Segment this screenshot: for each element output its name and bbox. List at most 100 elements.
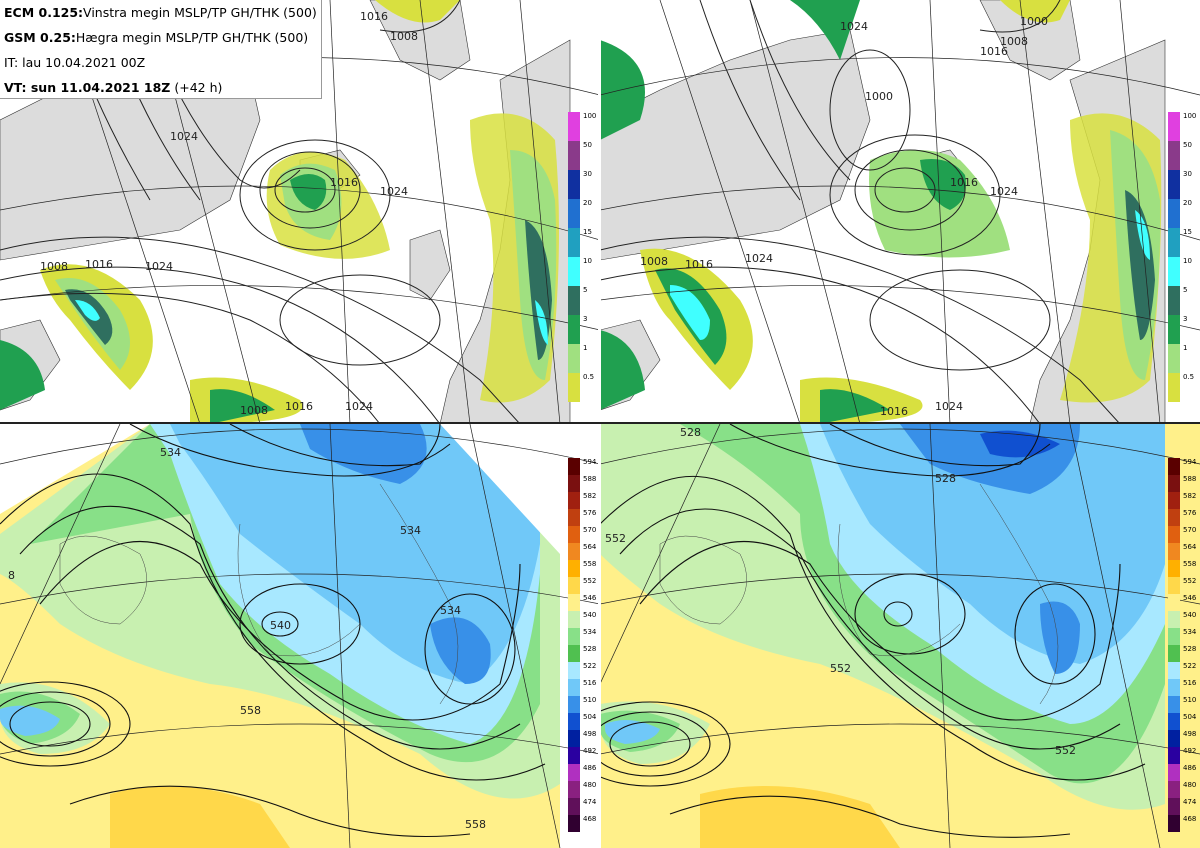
- svg-text:534: 534: [400, 524, 421, 537]
- coastline-icon: [659, 483, 1059, 705]
- legend-label: 528: [583, 645, 597, 653]
- legend-swatch: [568, 781, 580, 798]
- graticule-icon: [0, 424, 600, 848]
- legend-label: 20: [1183, 199, 1192, 207]
- panel-gsm-thk: 528 528 552 552 552 594 588 582 576 570 564 55…: [600, 424, 1200, 848]
- legend-swatch: [1168, 815, 1180, 832]
- height-contours: [0, 424, 546, 837]
- legend-swatch: [568, 747, 580, 764]
- legend-swatch: [1168, 257, 1180, 286]
- svg-text:558: 558: [240, 704, 261, 717]
- legend-swatch: [568, 509, 580, 526]
- graticule-icon: [600, 0, 1200, 424]
- legend-label: 498: [583, 730, 597, 738]
- svg-text:1016: 1016: [950, 176, 978, 189]
- legend-swatch: [1168, 141, 1180, 170]
- svg-text:1024: 1024: [745, 252, 773, 265]
- legend-label: 100: [1183, 112, 1197, 120]
- legend-label: 480: [583, 781, 597, 789]
- legend-label: 576: [583, 509, 597, 517]
- svg-text:1024: 1024: [170, 130, 198, 143]
- legend-label: 522: [1183, 662, 1197, 670]
- legend-label: 30: [583, 170, 592, 178]
- panel-gsm-mslp: 1016 1000 1008 1024 1016 1024 1008 1016 …: [600, 0, 1200, 424]
- svg-text:552: 552: [1055, 744, 1076, 757]
- svg-text:1024: 1024: [990, 185, 1018, 198]
- legend-swatch: [568, 199, 580, 228]
- legend-label: 50: [1183, 141, 1192, 149]
- svg-text:1008: 1008: [240, 404, 268, 417]
- svg-text:1016: 1016: [330, 176, 358, 189]
- legend-label: 474: [1183, 798, 1197, 806]
- legend-swatch: [568, 560, 580, 577]
- legend-swatch: [568, 475, 580, 492]
- svg-text:1016: 1016: [685, 258, 713, 271]
- height-labels: 534 534 540 558 534 558 8: [8, 446, 486, 831]
- legend-swatch: [1168, 560, 1180, 577]
- legend-label: 534: [1183, 628, 1197, 636]
- svg-text:552: 552: [830, 662, 851, 675]
- panel-ecm-thk: 534 534 540 558 534 558 8 594 588 582 576 57…: [0, 424, 600, 848]
- svg-text:1024: 1024: [145, 260, 173, 273]
- legend-swatch: [568, 492, 580, 509]
- legend-label: 564: [1183, 543, 1197, 551]
- legend-label: 30: [1183, 170, 1192, 178]
- svg-text:1016: 1016: [85, 258, 113, 271]
- svg-text:1008: 1008: [640, 255, 668, 268]
- panel-divider-horizontal: [0, 422, 1200, 424]
- legend-label: 5: [583, 286, 588, 294]
- legend-label: 486: [1183, 764, 1197, 772]
- legend-label: 1: [583, 344, 588, 352]
- legend-swatch: [1168, 764, 1180, 781]
- svg-text:1016: 1016: [880, 405, 908, 418]
- legend-swatch: [568, 611, 580, 628]
- legend-label: 10: [1183, 257, 1192, 265]
- legend-label: 480: [1183, 781, 1197, 789]
- legend-swatch: [1168, 543, 1180, 560]
- legend-swatch: [1168, 696, 1180, 713]
- legend-swatch: [568, 286, 580, 315]
- legend-swatch: [568, 577, 580, 594]
- legend-swatch: [568, 543, 580, 560]
- isobars: [0, 0, 521, 424]
- legend-swatch: [1168, 112, 1180, 141]
- legend-label: 1: [1183, 344, 1188, 352]
- legend-swatch: [568, 141, 580, 170]
- legend-swatch: [568, 662, 580, 679]
- legend-label: 468: [583, 815, 597, 823]
- legend-label: 15: [583, 228, 592, 236]
- graticule-icon: [600, 424, 1200, 848]
- legend-label: 516: [583, 679, 597, 687]
- isobars: [600, 0, 1121, 424]
- legend-swatch: [568, 713, 580, 730]
- svg-text:528: 528: [680, 426, 701, 439]
- legend-swatch: [1168, 458, 1180, 475]
- svg-text:1024: 1024: [380, 185, 408, 198]
- forecast-info-box: ECM 0.125:Vinstra megin MSLP/TP GH/THK (…: [0, 0, 322, 99]
- legend-label: 552: [1183, 577, 1197, 585]
- map-ecm-thk: 534 534 540 558 534 558 8: [0, 424, 600, 848]
- legend-swatch: [1168, 713, 1180, 730]
- legend-label: 594: [583, 458, 597, 466]
- info-line-ecm: ECM 0.125:Vinstra megin MSLP/TP GH/THK (…: [4, 5, 317, 20]
- panel-ecm-mslp: 1016 1008 1024 1024 1016 1008 1024 1008 …: [0, 0, 600, 424]
- svg-text:8: 8: [8, 569, 15, 582]
- legend-swatch: [1168, 594, 1180, 611]
- legend-swatch: [1168, 170, 1180, 199]
- legend-swatch: [1168, 645, 1180, 662]
- legend-swatch: [1168, 228, 1180, 257]
- legend-label: 5: [1183, 286, 1188, 294]
- svg-text:1024: 1024: [345, 400, 373, 413]
- legend-label: 3: [1183, 315, 1188, 323]
- legend-swatch: [568, 228, 580, 257]
- legend-swatch: [568, 764, 580, 781]
- legend-label: 504: [583, 713, 597, 721]
- legend-label: 0.5: [1183, 373, 1195, 381]
- legend-swatch: [1168, 577, 1180, 594]
- info-line-init-time: IT: lau 10.04.2021 00Z: [4, 55, 146, 70]
- legend-swatch: [568, 645, 580, 662]
- legend-swatch: [568, 257, 580, 286]
- legend-label: 558: [1183, 560, 1197, 568]
- svg-text:552: 552: [605, 532, 626, 545]
- svg-text:534: 534: [160, 446, 181, 459]
